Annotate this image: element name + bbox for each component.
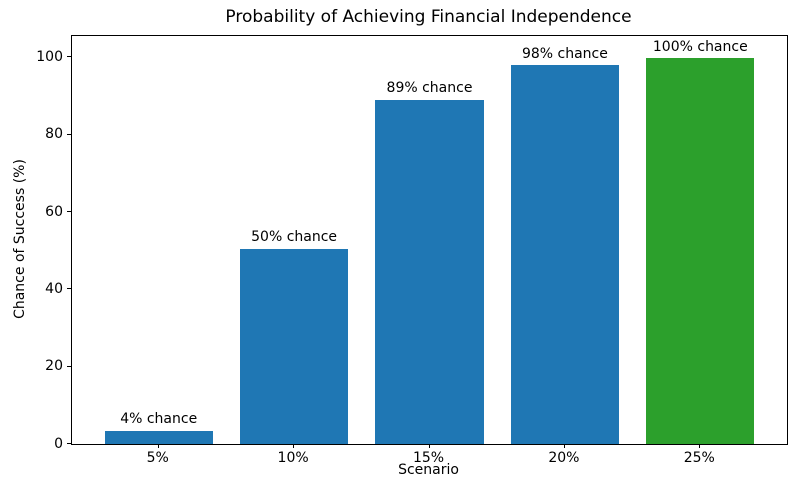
x-tick-mark-25% xyxy=(699,444,701,448)
y-tick-mark-0 xyxy=(67,443,71,444)
bar-15% xyxy=(375,99,484,444)
y-tick-label-60: 60 xyxy=(45,203,63,220)
x-tick-mark-20% xyxy=(563,444,565,448)
y-tick-mark-80 xyxy=(67,133,71,135)
x-tick-mark-5% xyxy=(157,444,159,448)
y-tick-label-80: 80 xyxy=(45,126,63,143)
x-tick-mark-10% xyxy=(293,444,295,448)
bar-value-label-5%: 4% chance xyxy=(120,411,198,428)
bar-5% xyxy=(104,430,213,444)
bar-25% xyxy=(646,58,755,444)
x-tick-label-5%: 5% xyxy=(146,450,169,466)
y-axis-label: Chance of Success (%) xyxy=(12,159,28,319)
x-tick-label-25%: 25% xyxy=(683,450,715,466)
y-tick-label-100: 100 xyxy=(36,48,63,65)
bar-value-label-25%: 100% chance xyxy=(652,38,748,55)
y-tick-mark-100 xyxy=(67,56,71,58)
x-axis-label: Scenario xyxy=(398,462,459,478)
y-tick-mark-60 xyxy=(67,211,71,212)
y-tick-label-0: 0 xyxy=(54,435,63,452)
plot-area: 4% chance 50% chance 89% chance 98% chance 1… xyxy=(71,35,788,445)
x-tick-label-10%: 10% xyxy=(277,450,309,466)
bar-value-label-20%: 98% chance xyxy=(521,45,608,62)
y-tick-mark-20 xyxy=(67,365,71,367)
bar-20% xyxy=(510,65,620,444)
x-tick-label-15%: 15% xyxy=(412,450,445,466)
bar-value-label-15%: 89% chance xyxy=(386,80,473,97)
y-tick-label-40: 40 xyxy=(45,280,63,297)
y-tick-label-20: 20 xyxy=(45,358,63,375)
bar-10% xyxy=(239,248,349,444)
y-tick-mark-40 xyxy=(67,288,71,290)
bar-value-label-10%: 50% chance xyxy=(251,229,338,246)
x-tick-mark-15% xyxy=(428,444,430,448)
chart-title: Probability of Achieving Financial Indep… xyxy=(225,7,632,27)
x-tick-label-20%: 20% xyxy=(548,450,580,466)
